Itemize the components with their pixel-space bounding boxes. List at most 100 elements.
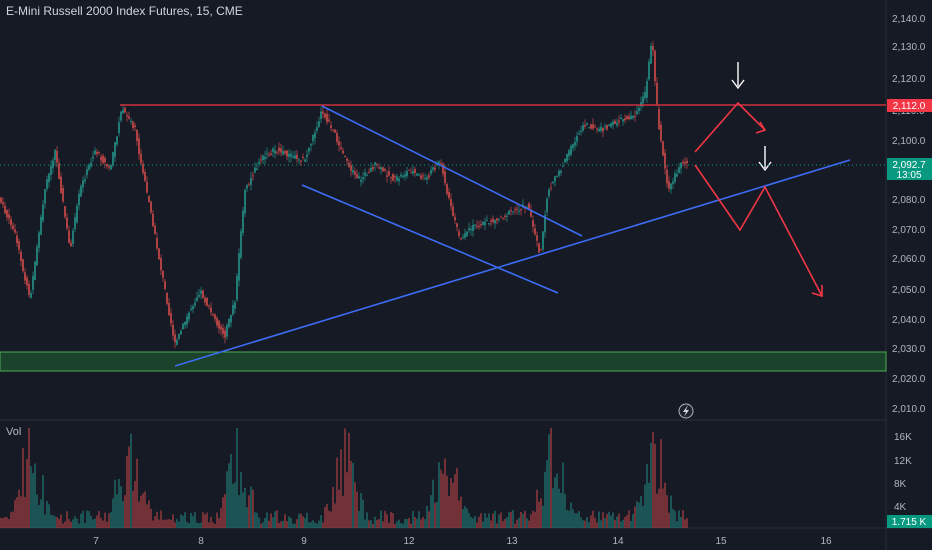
channel-lower-trendline[interactable] [301,184,559,294]
candle-body [670,183,672,190]
volume-bar [336,457,338,528]
volume-bar [680,517,682,528]
volume-bar [278,522,280,528]
price-tick-label: 2,120.0 [892,74,926,85]
volume-bar [504,518,506,528]
support-zone[interactable] [0,351,887,372]
volume-bar [404,518,406,528]
candle-body [472,224,474,231]
candle-body [250,177,252,185]
candle-body [40,216,42,235]
volume-tick-label: 8K [894,479,907,490]
candle-body [2,202,4,205]
volume-bar [180,514,182,528]
candle-body [354,171,356,175]
candle-body [198,294,200,297]
volume-bar [408,517,410,528]
ascending-trendline[interactable] [174,159,851,367]
volume-bar [92,519,94,528]
volume-bar [358,510,360,528]
volume-bar [216,512,218,528]
volume-bar [96,515,98,528]
volume-bar [366,512,368,528]
volume-bar [618,513,620,528]
candle-body [630,115,632,120]
lightning-icon[interactable] [678,403,694,419]
candle-body [656,82,658,104]
volume-bar [220,508,222,528]
candle-body [78,193,80,206]
volume-bar [438,462,440,528]
candle-body [454,216,456,221]
volume-pane-label[interactable]: Vol [6,426,22,438]
volume-bar [294,523,296,528]
volume-bar [644,484,646,528]
price-tick-label: 2,140.0 [892,14,926,25]
projection-path-lower[interactable] [694,164,823,297]
volume-bar [668,512,670,528]
candle-body [558,171,560,176]
candle-body [92,156,94,159]
volume-bar [402,523,404,528]
resistance-price-tag [887,99,932,112]
candle-body [552,181,554,184]
candle-body [136,129,138,141]
volume-bar [132,490,134,528]
candle-body [192,306,194,310]
symbol-title[interactable]: E-Mini Russell 2000 Index Futures, 15, C… [6,4,243,18]
volume-bar [364,519,366,528]
candle-body [624,118,626,121]
volume-bar [582,520,584,528]
down-arrow-icon[interactable] [731,62,745,90]
candle-body [116,136,118,145]
volume-bar [470,516,472,528]
candle-body [356,174,358,178]
volume-bar [492,513,494,528]
projection-path-upper[interactable] [694,101,766,153]
volume-bar [554,477,556,528]
volume-bar [352,462,354,528]
volume-bar [556,473,558,528]
candle-body [98,151,100,153]
volume-bar [260,523,262,528]
volume-bar [304,518,306,528]
volume-bar [244,487,246,528]
price-axis[interactable] [886,0,932,550]
volume-bar [638,502,640,528]
volume-bar [314,522,316,528]
candle-body [128,116,130,119]
volume-bar [10,512,12,528]
candle-body [20,251,22,261]
candle-body [144,171,146,181]
volume-bar [160,510,162,528]
candle-body [84,179,86,182]
volume-bar [316,523,318,528]
volume-bar [30,466,32,528]
candlestick-series [0,40,688,349]
channel-upper-trendline[interactable] [321,105,583,237]
candle-body [106,164,108,167]
volume-bar [144,491,146,528]
candle-body [18,241,20,250]
down-arrow-icon[interactable] [758,146,772,172]
candle-body [608,124,610,126]
volume-bar [256,512,258,528]
volume-bar [584,520,586,528]
candle-body [470,228,472,231]
price-tick-label: 2,030.0 [892,344,926,355]
volume-axis-ticks: 16K 12K 8K 4K [894,432,912,513]
volume-bar [454,474,456,528]
volume-bar [378,519,380,528]
candle-body [256,168,258,171]
candle-body [620,117,622,120]
candle-body [592,124,594,129]
volume-bar [596,522,598,528]
volume-bar [102,520,104,528]
volume-bar [430,495,432,528]
volume-bar [670,495,672,528]
volume-bar [634,506,636,528]
volume-bar [88,511,90,528]
volume-bar [140,495,142,528]
